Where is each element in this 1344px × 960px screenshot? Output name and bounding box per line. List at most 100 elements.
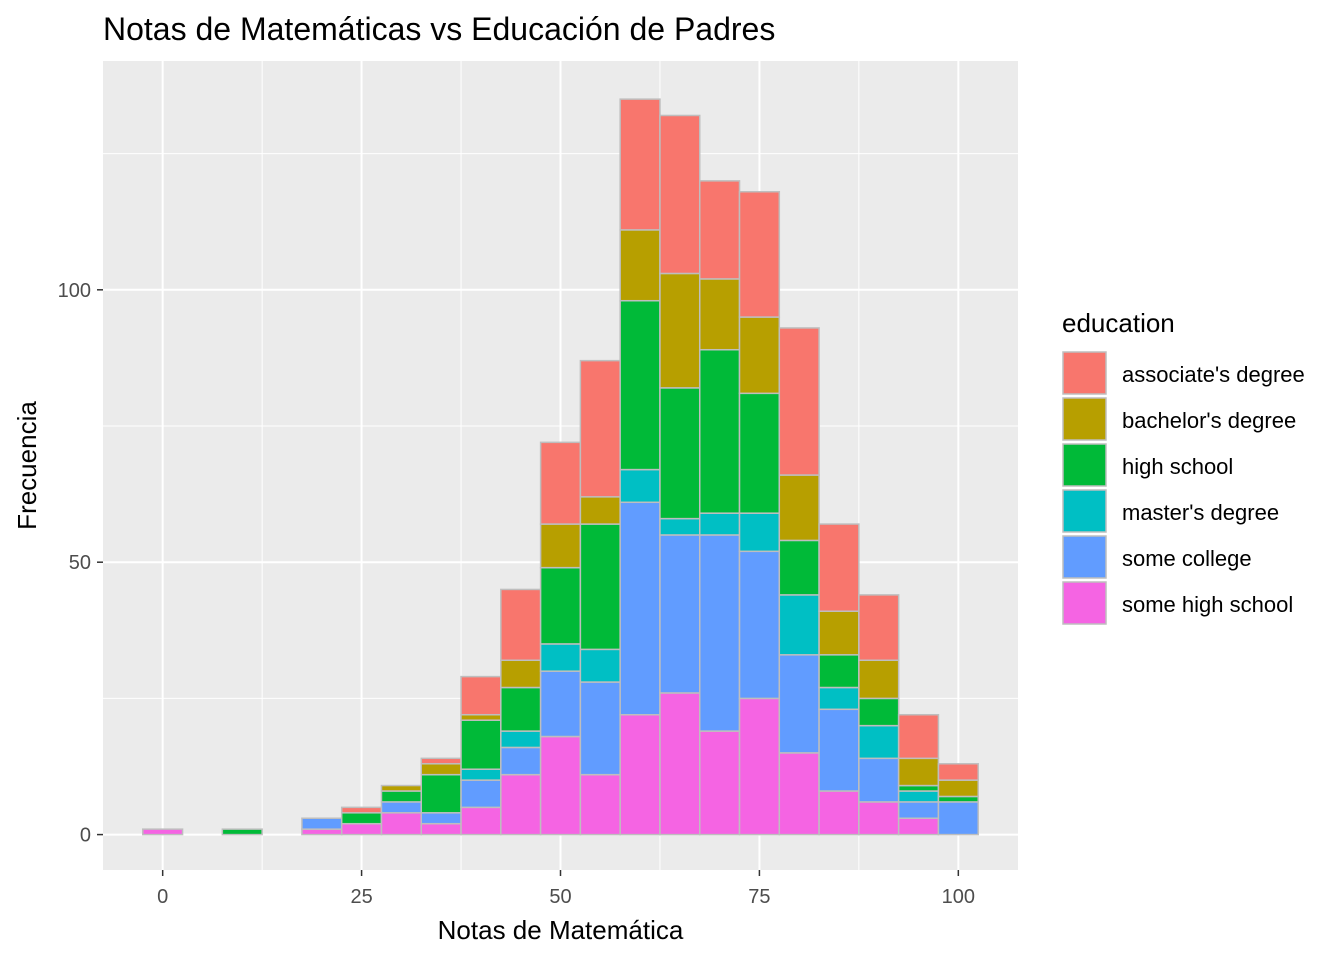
bar-segment [539,643,582,672]
bars [142,98,979,836]
y-axis-title: Frecuencia [12,401,42,530]
bar-segment [579,681,621,776]
legend-key [1062,489,1107,533]
bar-segment [698,512,741,536]
bar-segment [539,523,582,569]
x-tick-label: 100 [942,886,975,908]
y-tick-label: 100 [58,280,91,302]
legend-label: some college [1122,546,1252,571]
bar-segment [619,229,661,302]
bar-segment [937,801,979,836]
bar-segment [500,730,542,749]
bar-segment [500,588,542,662]
bar-segment [340,812,383,825]
bar-segment [619,98,661,231]
y-tick-label: 0 [80,825,91,847]
bar-segment [778,594,820,656]
bar-segment [778,752,820,836]
bar-segment [698,348,741,514]
bar-segment [738,392,781,514]
bar-segment [500,746,542,776]
bar-segment [539,735,582,836]
bar-segment [460,713,502,721]
legend-label: high school [1122,454,1233,479]
bar-segment [460,768,502,781]
bar-segment [460,675,502,716]
bar-segment [619,713,661,836]
x-axis-ticks: 0 25 50 75 100 [157,870,975,908]
legend-key [1062,535,1107,579]
legend-key [1062,443,1107,487]
bar-segment [698,730,741,836]
bar-segment [858,801,900,836]
bar-segment [619,299,661,471]
bar-segment [937,795,979,803]
bar-segment [221,828,263,836]
bar-segment [420,757,462,765]
bar-segment [818,790,860,836]
legend: education associate's degree bachelor's d… [1062,308,1305,625]
x-tick-label: 0 [157,886,168,908]
legend-key [1062,397,1107,441]
bar-segment [818,610,860,656]
bar-segment [818,654,860,689]
bar-segment [738,190,781,318]
x-tick-label: 25 [350,886,372,908]
bar-segment [579,523,621,651]
bar-segment [818,686,860,711]
bar-segment [380,784,423,792]
bar-segment [858,659,900,700]
bar-segment [420,812,462,825]
bar-segment [380,790,423,803]
bar-segment [619,468,661,504]
bar-segment [858,594,900,662]
bar-segment [579,648,621,683]
bar-segment [420,773,462,814]
legend-label: some high school [1122,592,1293,617]
legend-label: master's degree [1122,500,1279,525]
bar-segment [460,779,502,809]
bar-segment [500,659,542,689]
bar-segment [380,801,423,814]
legend-label: bachelor's degree [1122,408,1296,433]
bar-segment [500,686,542,732]
bar-segment [937,763,979,781]
bar-segment [659,517,701,536]
bar-segment [897,784,940,792]
bar-segment [659,114,701,275]
bar-segment [659,387,701,520]
bar-segment [698,278,741,351]
bar-segment [698,180,741,280]
bar-segment [738,697,781,836]
x-tick-label: 75 [748,886,770,908]
legend-key [1062,581,1107,625]
legend-title: education [1062,308,1175,338]
bar-segment [858,724,900,760]
chart-title: Notas de Matemáticas vs Educación de Pad… [103,11,775,47]
bar-segment [937,779,979,798]
bar-segment [897,713,940,760]
bar-segment [659,534,701,694]
bar-segment [539,566,582,645]
bar-segment [778,327,820,476]
bar-segment [579,773,621,836]
bar-segment [420,822,462,836]
x-axis-title: Notas de Matemática [438,915,684,945]
bar-segment [897,790,940,803]
bar-segment [460,719,502,770]
bar-segment [897,801,940,819]
bar-segment [897,817,940,836]
bar-segment [619,501,661,716]
bar-segment [738,316,781,395]
bar-segment [778,654,820,754]
bar-segment [142,828,184,836]
legend-key [1062,351,1107,395]
bar-segment [818,708,860,792]
legend-label: associate's degree [1122,362,1305,387]
bar-segment [539,441,582,525]
bar-segment [500,773,542,836]
bar-segment [301,828,343,836]
bar-segment [778,539,820,596]
x-tick-label: 50 [549,886,571,908]
bar-segment [858,757,900,803]
